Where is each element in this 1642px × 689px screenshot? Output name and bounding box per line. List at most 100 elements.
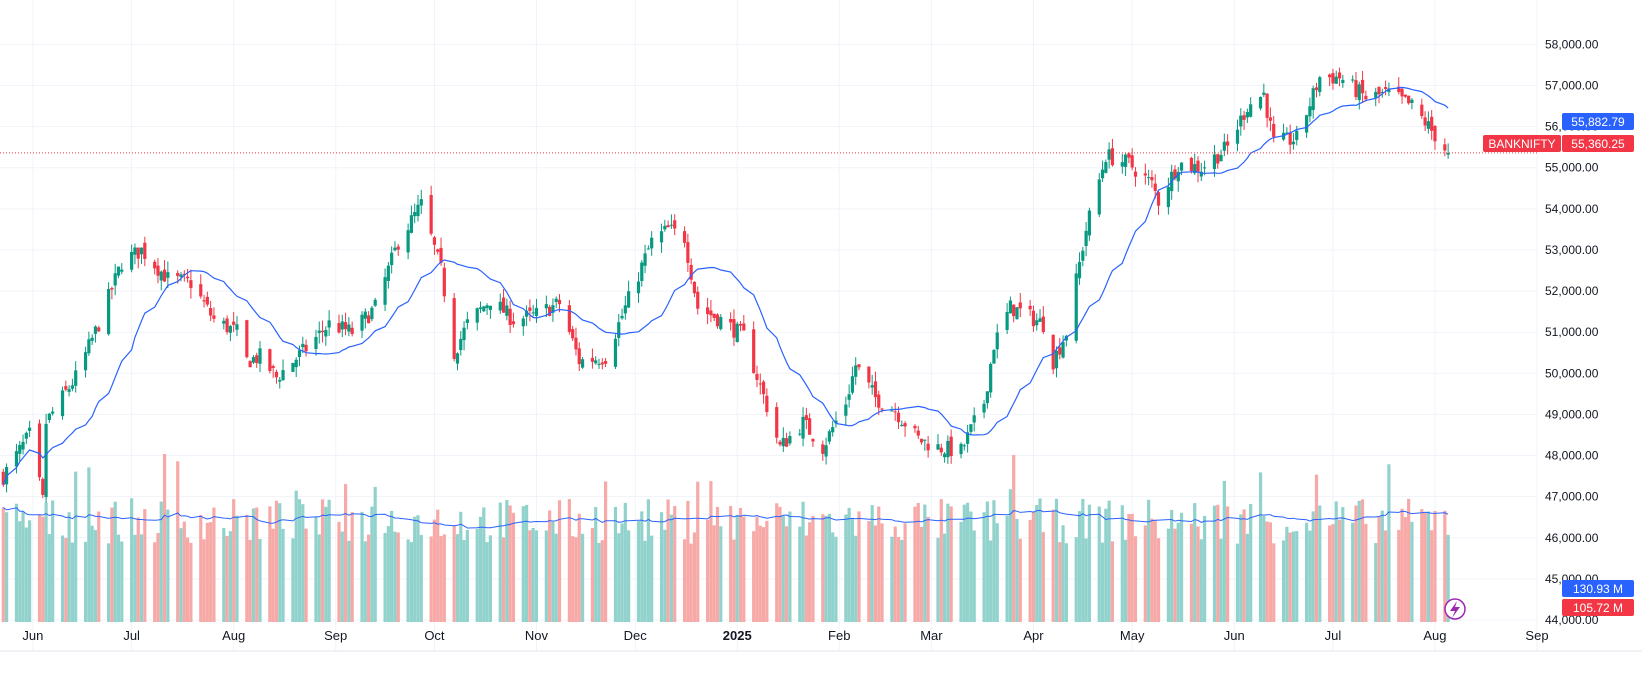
candle-body <box>350 327 354 335</box>
candle-body <box>1147 177 1151 179</box>
candle-body <box>485 305 489 309</box>
price-tick-label: 46,000.00 <box>1545 531 1599 545</box>
volume-bar <box>923 504 927 622</box>
volume-bar <box>1337 519 1342 622</box>
volume-bar <box>1291 531 1296 622</box>
candle-body <box>1272 123 1276 137</box>
candle-body <box>90 337 94 341</box>
time-tick-label: 2025 <box>723 628 752 643</box>
candle-body <box>824 445 828 457</box>
price-tick-label: 54,000.00 <box>1545 202 1599 216</box>
lightning-icon[interactable] <box>1444 598 1466 620</box>
candle-body <box>1235 129 1240 144</box>
candle-body <box>1097 179 1101 215</box>
symbol-tag-label: BANKNIFTY <box>1488 137 1555 151</box>
candle-body <box>528 307 532 311</box>
volume-bar <box>505 500 509 622</box>
candle-body <box>199 284 203 297</box>
candle-body <box>1054 350 1059 369</box>
volume-bar <box>617 533 621 622</box>
volume-bar <box>245 514 249 622</box>
volume-bar <box>90 525 94 622</box>
volume-bar <box>18 521 22 622</box>
candle-body <box>1212 154 1217 170</box>
candle-body <box>1262 92 1266 95</box>
candle-body <box>455 353 460 364</box>
time-axis[interactable]: Jun Jul Aug Sep Oct Nov Dec 2025 Feb Mar Apr May Jun… <box>0 628 1642 652</box>
volume-bar <box>1258 472 1263 622</box>
candle-body <box>60 390 65 417</box>
volume-bar <box>1222 480 1226 622</box>
candle-body <box>488 305 492 310</box>
candle-body <box>1219 154 1223 162</box>
volume-bar <box>1265 521 1269 622</box>
volume-bar <box>811 515 815 622</box>
candle-body <box>636 281 641 294</box>
volume-bar <box>294 490 298 622</box>
volume-bar <box>1202 515 1207 622</box>
volume-bar <box>643 540 647 622</box>
volume-bar <box>393 531 397 622</box>
volume-bar <box>873 525 878 622</box>
candle-body <box>1008 300 1013 314</box>
volume-bar <box>1054 498 1059 622</box>
volume-bar <box>650 535 654 622</box>
candle-body <box>877 394 881 408</box>
candle-body <box>383 277 387 305</box>
candle-body <box>926 443 930 451</box>
candle-body <box>1084 230 1088 247</box>
volume-bar <box>1147 499 1151 622</box>
volume-bar <box>627 530 631 622</box>
volume-bar <box>600 540 604 622</box>
price-tick-label: 55,000.00 <box>1545 161 1599 175</box>
candle-body <box>580 359 585 368</box>
volume-bar <box>1281 540 1286 622</box>
candle-body <box>367 315 371 324</box>
volume-bar <box>87 467 91 622</box>
volume-bar <box>1077 511 1082 622</box>
volume-bar <box>28 520 32 622</box>
volume-bar <box>1166 528 1170 622</box>
candle-body <box>775 407 779 438</box>
volume-bar <box>1015 518 1019 622</box>
candle-body <box>666 225 670 228</box>
candle-body <box>278 379 282 382</box>
candles <box>1 67 1450 504</box>
volume-bar <box>1351 522 1355 622</box>
candle-body <box>511 321 516 325</box>
candle-body <box>574 337 578 350</box>
candle-body <box>682 231 687 243</box>
candle-body <box>1156 192 1161 206</box>
volume-bar <box>1239 514 1243 622</box>
candle-body <box>811 438 815 442</box>
candle-body <box>1120 162 1124 167</box>
candle-body <box>778 441 782 445</box>
candle-body <box>577 348 581 365</box>
candle-body <box>386 265 390 281</box>
candle-body <box>1328 74 1332 78</box>
candle-body <box>735 323 739 343</box>
candle-body <box>603 360 608 364</box>
time-tick-label: Aug <box>222 628 245 643</box>
candle-body <box>1077 261 1082 279</box>
volume-bar <box>1354 505 1358 622</box>
candle-body <box>390 252 394 266</box>
candle-body <box>205 296 209 305</box>
volume-bar <box>1219 538 1223 622</box>
volume-bar <box>455 534 460 622</box>
candle-body <box>706 307 710 314</box>
volume-bar <box>1150 518 1154 622</box>
volume-bar <box>557 500 562 622</box>
candle-body <box>719 316 723 330</box>
candle-body <box>821 444 825 454</box>
candle-body <box>1407 95 1411 104</box>
volume-bar <box>24 527 28 622</box>
candle-body <box>1288 132 1292 145</box>
time-tick-label: May <box>1120 628 1145 643</box>
volume-bar <box>989 540 993 622</box>
volume-bar <box>482 507 486 622</box>
candle-body <box>627 291 631 308</box>
candle-body <box>939 447 943 453</box>
